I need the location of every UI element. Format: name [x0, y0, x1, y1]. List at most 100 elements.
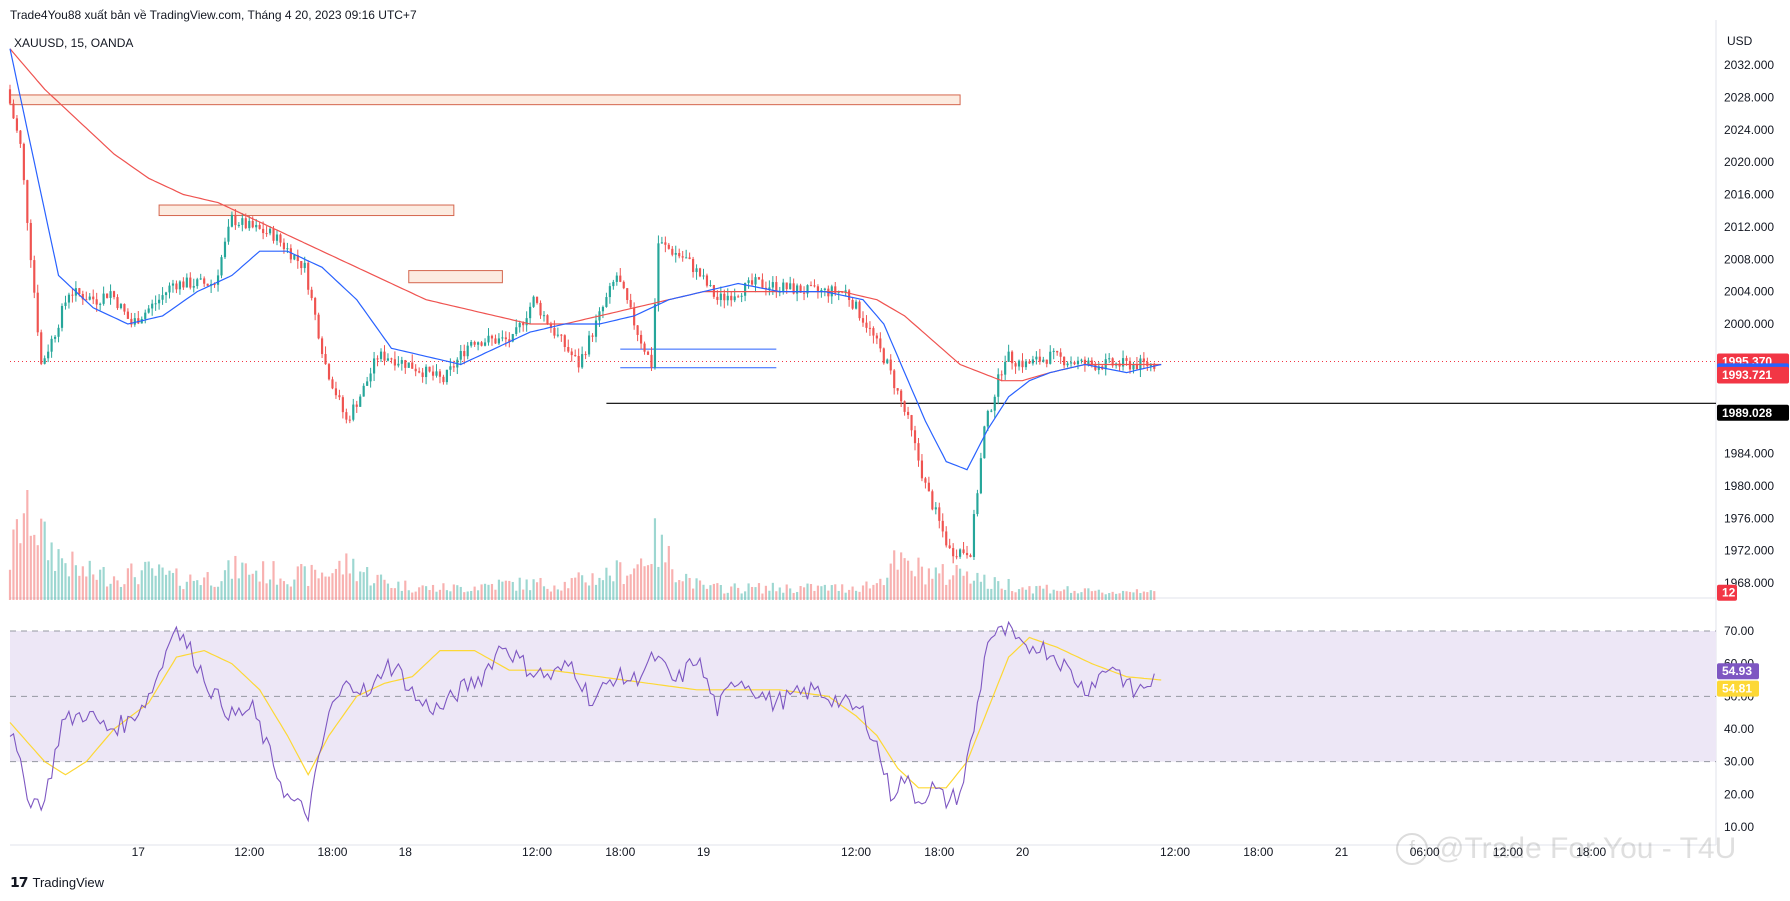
candle-body: [293, 255, 296, 260]
volume-bar: [282, 581, 286, 600]
candle-body: [428, 366, 431, 372]
volume-bar: [1021, 587, 1024, 600]
volume-bar: [730, 586, 733, 600]
volume-bar: [539, 577, 542, 600]
candle-body: [671, 248, 674, 255]
candle-body: [78, 288, 81, 294]
volume-bar: [692, 588, 695, 600]
volume-bar: [452, 584, 455, 600]
volume-bar: [522, 589, 525, 600]
volume-bar: [199, 585, 202, 600]
candle-body: [955, 556, 958, 558]
volume-bar: [1142, 591, 1145, 600]
volume-bar: [1128, 591, 1132, 600]
candle-body: [262, 228, 265, 234]
candle-body: [1004, 361, 1007, 375]
candle-body: [296, 255, 299, 262]
volume-bar: [272, 561, 275, 600]
volume-bar: [463, 592, 466, 600]
volume-bar: [296, 566, 299, 600]
candle-body: [511, 333, 514, 342]
candle-body: [553, 328, 556, 336]
volume-bar: [289, 586, 292, 600]
time-tick-label: 18:00: [924, 845, 954, 859]
candle-body: [164, 292, 168, 296]
volume-bar: [893, 550, 896, 600]
candle-body: [196, 279, 199, 287]
candle-body: [1139, 358, 1142, 370]
candle-body: [868, 327, 872, 329]
volume-bar: [1004, 589, 1007, 600]
candle-body: [522, 322, 525, 326]
candle-body: [910, 415, 913, 431]
volume-bar: [373, 583, 376, 600]
volume-bar: [678, 580, 681, 600]
volume-bar: [40, 518, 43, 600]
candle-body: [352, 404, 355, 420]
volume-bar: [1101, 592, 1104, 600]
volume-bar: [1083, 588, 1087, 600]
candle-body: [317, 314, 320, 339]
volume-bar: [123, 584, 126, 600]
candle-body: [334, 388, 338, 396]
volume-bar: [414, 591, 417, 600]
candle-body: [934, 507, 937, 510]
price-tick-label: 1984.000: [1724, 447, 1774, 461]
volume-bar: [747, 583, 750, 600]
volume-bar: [158, 564, 161, 600]
volume-bar: [917, 557, 920, 600]
volume-bar: [102, 566, 105, 600]
candle-body: [927, 482, 930, 492]
candle-body: [1080, 359, 1083, 361]
candle-body: [903, 401, 906, 412]
candle-body: [1097, 366, 1100, 370]
candle-body: [1125, 358, 1128, 361]
volume-bar: [327, 576, 331, 600]
volume-bar: [861, 585, 865, 600]
volume-bar: [421, 585, 424, 600]
volume-bar: [740, 593, 743, 600]
volume-bar: [820, 586, 823, 600]
tradingview-footer[interactable]: 𝟭𝟳 TradingView: [10, 874, 104, 891]
volume-bar: [1007, 578, 1010, 600]
candle-body: [1056, 350, 1059, 353]
volume-bar: [390, 587, 393, 600]
rsi-tick-label: 70.00: [1724, 624, 1754, 638]
volume-bar: [404, 580, 407, 600]
candle-body: [151, 303, 154, 309]
candle-body: [622, 281, 625, 289]
volume-bar: [255, 570, 258, 600]
candle-body: [941, 520, 944, 532]
candle-body: [723, 293, 726, 301]
volume-bar: [175, 568, 178, 600]
candle-body: [646, 351, 650, 355]
candle-body: [418, 371, 421, 373]
volume-bar: [407, 590, 410, 600]
candle-body: [223, 241, 227, 258]
volume-bar: [945, 584, 948, 600]
volume-bar: [317, 578, 320, 600]
candle-body: [577, 356, 580, 368]
volume-bar: [425, 586, 428, 600]
volume-bar: [865, 581, 868, 600]
volume-bar: [771, 582, 774, 600]
volume-bar: [1090, 591, 1093, 600]
volume-bar: [324, 576, 327, 600]
price-tick-label: 2032.000: [1724, 58, 1774, 72]
price-tick-label: 2016.000: [1724, 188, 1774, 202]
candle-body: [119, 304, 123, 309]
candle-body: [112, 291, 116, 298]
candle-body: [175, 283, 178, 290]
candle-body: [29, 222, 32, 261]
volume-bar: [366, 567, 369, 600]
candle-body: [1000, 374, 1003, 376]
candle-body: [629, 299, 632, 308]
volume-bar: [119, 586, 123, 600]
candle-body: [1087, 360, 1090, 366]
candle-body: [591, 335, 594, 337]
volume-bar: [268, 579, 272, 600]
candle-body: [251, 220, 254, 228]
volume-bar: [761, 593, 764, 600]
candle-body: [414, 368, 417, 372]
